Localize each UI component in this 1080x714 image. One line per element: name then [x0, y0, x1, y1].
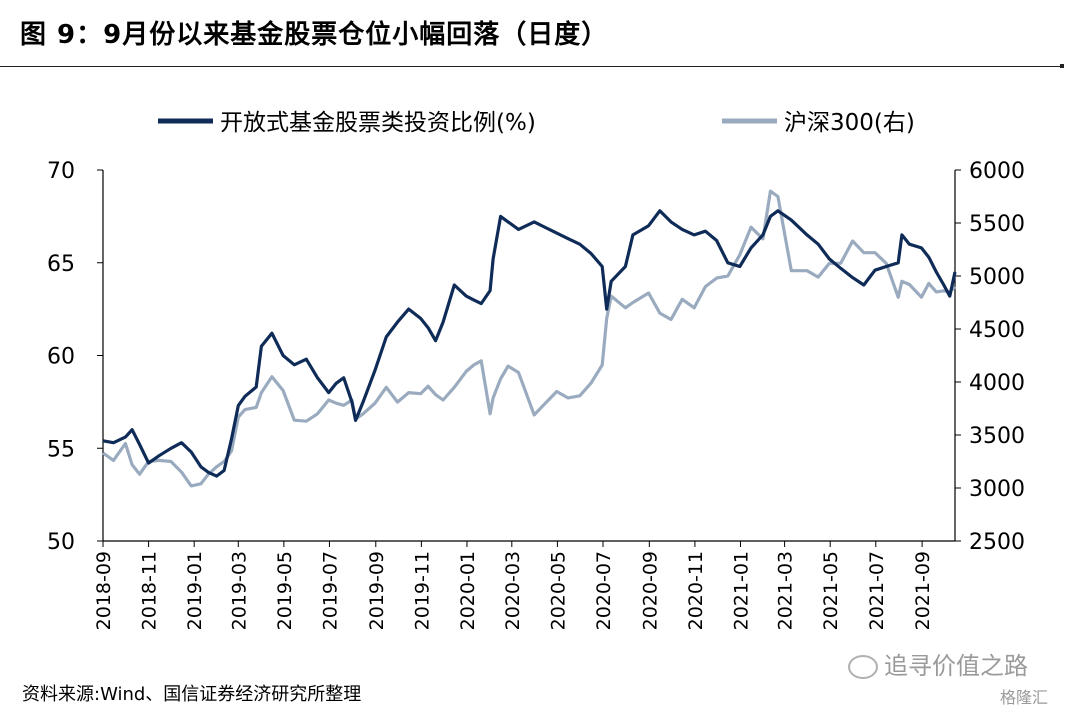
- x-tick-label: 2021-01: [731, 551, 753, 630]
- legend-label-hs300: 沪深300(右): [784, 110, 915, 136]
- y-right-tick-label: 3500: [969, 424, 1025, 449]
- x-tick-label: 2020-03: [502, 551, 524, 630]
- watermark: 追寻价值之路: [848, 646, 1028, 681]
- x-tick-label: 2019-03: [228, 551, 250, 630]
- wechat-icon: [848, 655, 878, 679]
- source-note: 资料来源:Wind、国信证券经济研究所整理: [22, 684, 362, 705]
- y-right-tick-label: 5500: [969, 212, 1025, 237]
- watermark-logo: 格隆汇: [1000, 688, 1049, 707]
- series-line-hs300: [102, 189, 957, 488]
- divider-end-mark: [1060, 64, 1064, 68]
- x-tick-label: 2019-11: [411, 551, 433, 630]
- y-right-tick-label: 2500: [969, 530, 1025, 555]
- x-tick-label: 2020-09: [639, 551, 661, 630]
- y-right-tick-label: 5000: [969, 265, 1025, 290]
- chart-title: 图 9：9月份以来基金股票仓位小幅回落（日度）: [20, 20, 609, 50]
- x-tick-label: 2018-11: [139, 551, 161, 630]
- y-right-tick-label: 3000: [969, 477, 1025, 502]
- series-line-fund-ratio: [102, 209, 957, 478]
- x-tick-label: 2021-05: [820, 551, 842, 630]
- x-tick-label: 2020-11: [685, 551, 707, 630]
- x-tick-label: 2021-03: [775, 551, 797, 630]
- watermark-text: 追寻价值之路: [884, 652, 1028, 680]
- title-divider: [0, 66, 1062, 67]
- legend-label-fund-ratio: 开放式基金股票类投资比例(%): [220, 110, 536, 136]
- y-right-tick-label: 4500: [969, 318, 1025, 343]
- x-tick-label: 2019-07: [319, 551, 341, 630]
- x-tick-label: 2021-09: [912, 551, 934, 630]
- y-right-tick-label: 4000: [969, 371, 1025, 396]
- x-tick-label: 2021-07: [866, 551, 888, 630]
- y-left-tick-label: 55: [47, 437, 75, 462]
- y-left-tick-label: 50: [47, 530, 75, 555]
- x-tick-label: 2020-07: [593, 551, 615, 630]
- x-tick-label: 2019-01: [184, 551, 206, 630]
- y-left-tick-label: 70: [47, 159, 75, 184]
- x-tick-label: 2020-05: [547, 551, 569, 630]
- y-right-tick-label: 6000: [969, 159, 1025, 184]
- x-tick-label: 2019-05: [274, 551, 296, 630]
- x-tick-label: 2018-09: [93, 551, 115, 630]
- x-tick-label: 2019-09: [366, 551, 388, 630]
- y-left-tick-label: 65: [47, 252, 75, 277]
- x-tick-label: 2020-01: [457, 551, 479, 630]
- y-left-tick-label: 60: [47, 345, 75, 370]
